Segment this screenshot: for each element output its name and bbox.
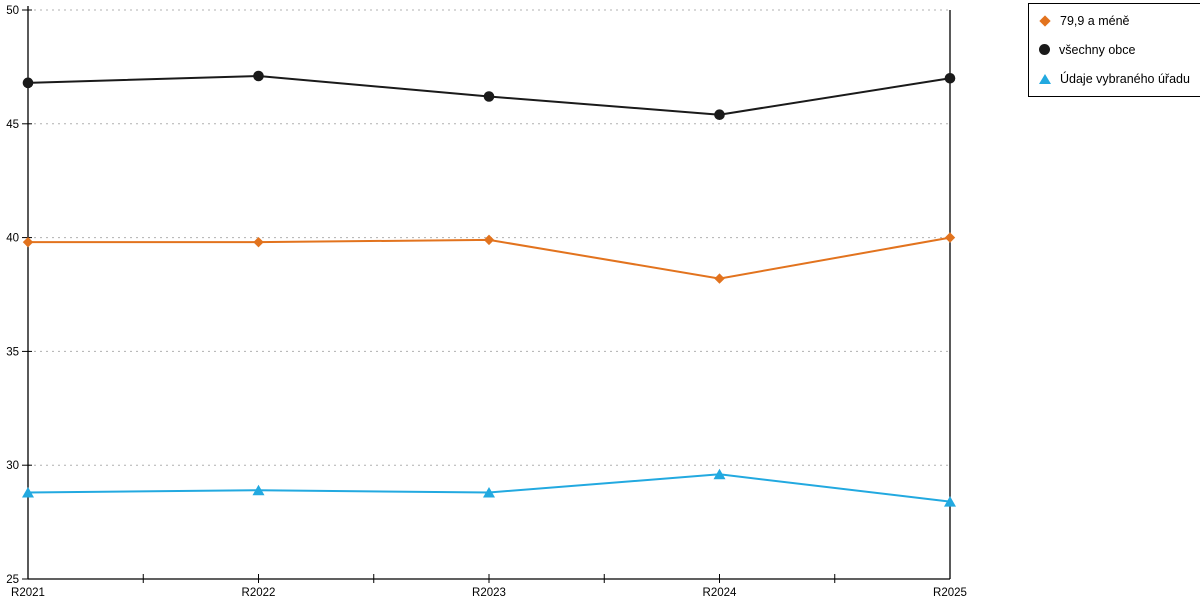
x-tick-label: R2021 [11,587,45,599]
data-point-triangle [944,496,956,507]
data-point-triangle [22,487,34,498]
data-point-diamond [944,232,956,243]
x-tick-label: R2025 [933,587,967,599]
data-point-circle [22,77,34,89]
data-point-circle [714,109,725,120]
data-point-diamond [253,236,264,248]
data-point-diamond [22,236,34,248]
y-tick-label: 25 [6,574,19,586]
data-point-circle [483,91,495,102]
circle-marker-icon [1039,44,1050,56]
data-point-circle [253,70,264,82]
legend-label: Údaje vybraného úřadu [1060,72,1190,87]
y-tick-label: 50 [6,5,19,17]
legend-item-vsechny-obce: všechny obce [1039,37,1200,63]
legend-item-udaje-vybraneho-uradu: Údaje vybraného úřadu [1039,66,1200,92]
legend-label: všechny obce [1059,42,1136,57]
data-point-triangle [252,484,265,496]
legend-item-79-9-a-mene: 79,9 a méně [1039,8,1200,34]
y-tick-label: 30 [6,460,19,472]
data-point-circle [944,72,956,84]
data-point-triangle [713,468,726,480]
data-point-diamond [714,273,725,284]
y-tick-label: 45 [6,119,19,131]
triangle-marker-icon [1039,74,1051,85]
y-tick-label: 35 [6,346,19,358]
data-point-triangle [483,487,495,498]
chart-legend: 79,9 a méně všechny obce Údaje vybraného… [1028,3,1200,97]
legend-label: 79,9 a méně [1060,13,1130,28]
x-tick-label: R2023 [472,587,506,599]
y-tick-label: 40 [6,233,19,245]
diamond-marker-icon [1039,14,1051,27]
x-tick-label: R2022 [242,587,276,599]
x-tick-label: R2024 [703,587,737,599]
data-point-diamond [483,234,495,246]
